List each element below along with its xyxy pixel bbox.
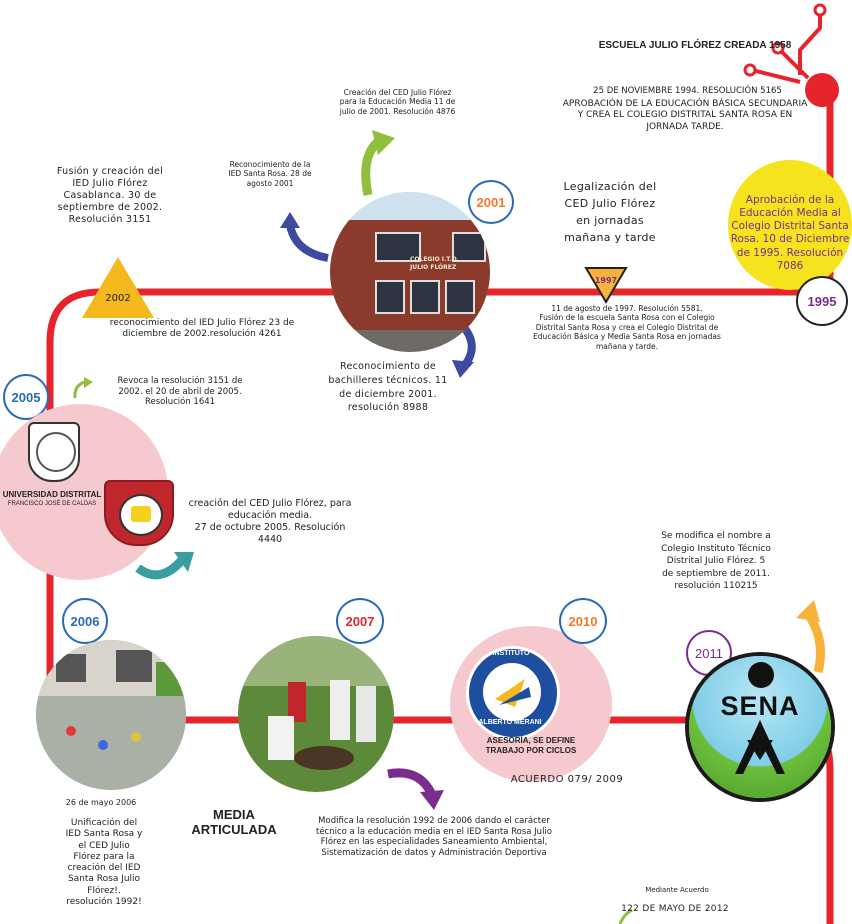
building-photo: COLEGIO I.T.D. JULIO FLÓREZ [330,192,490,352]
event-2005-revoke: Revoca la resolución 3151 de 2002. el 20… [117,376,243,408]
event-2005-creation: creación del CED Julio Flórez, para educ… [188,498,352,545]
year-badge-2006: 2006 [62,598,108,644]
event-2006-date: 26 de mayo 2006 [65,798,137,807]
event-2011-text: Se modifica el nombre a Colegio Institut… [661,531,771,592]
year-badge-2010: 2010 [559,598,607,644]
event-1997-legalization: Legalización del CED Julio Flórez en jor… [563,180,657,245]
event-2001-bachilleres: Reconocimiento de bachilleres técnicos. … [328,361,448,414]
event-2006-text: Unificación del IED Santa Rosa y el CED … [65,818,143,907]
sena-logo-icon: SENA [685,652,835,802]
circuit-node [743,63,757,77]
navy-arrow-icon [286,224,329,262]
circuit-node [813,3,827,17]
event-2002-recognition: reconocimiento del IED Julio Flórez 23 d… [109,318,295,340]
year-badge-1995: 1995 [796,276,848,326]
school-crest-icon [104,480,174,546]
merani-bottom-text: ALBERTO MERANI [478,719,542,726]
bottom-green-arrow-icon [618,908,633,924]
triangle-1997 [584,267,628,304]
purple-arrow-icon [387,768,437,798]
event-1994-date: 25 DE NOVIEMBRE 1994. RESOLUCIÓN 5165 [593,86,782,96]
event-2001-recognition: Reconocimiento de la IED Santa Rosa. 28 … [228,160,312,188]
year-label-1997: 1997 [594,276,618,285]
event-1997-text: 11 de agosto de 1997. Resolución 5581. F… [533,304,721,351]
event-2012-date: 122 DE MAYO DE 2012 [621,904,729,914]
event-2010-text: ASESORÍA, SE DEFINE TRABAJO POR CICLOS [485,736,577,755]
circuit-node [771,41,785,55]
circuit-decoration [751,12,822,84]
udistrital-crest-icon [28,422,80,482]
event-1995-text: Aprobación de la Educación Media al Cole… [730,194,850,272]
building-window [445,280,475,314]
small-green-arrow-icon [73,380,86,399]
merani-logo-icon [466,646,560,740]
udistrital-subtitle: FRANCISCO JOSÉ DE CALDAS [7,501,97,507]
school-title: ESCUELA JULIO FLÓREZ CREADA 1958 [598,40,792,51]
year-label-2002: 2002 [105,293,131,304]
event-2006-photo [36,640,186,790]
media-articulada-label: MEDIA ARTICULADA [191,807,277,837]
event-1995-circle [728,160,852,290]
teal-arrow-icon [135,556,186,580]
triangle-2002 [82,257,154,318]
building-sign: COLEGIO I.T.D. JULIO FLÓREZ [410,256,460,271]
sena-wordmark: SENA [720,691,800,721]
building-window [375,280,405,314]
building-sky [330,192,490,222]
building-window [452,232,486,262]
building-window [375,232,421,262]
year-badge-2001: 2001 [468,180,514,224]
event-2012-label: Mediante Acuerdo [645,886,709,894]
event-2002-fusion: Fusión y creación del IED Julio Flórez C… [56,166,164,225]
building-window [410,280,440,314]
event-2001-creation: Creación del CED Julio Flórez para la Ed… [339,88,456,116]
event-1994-text: APROBACIÓN DE LA EDUCACIÓN BÁSICA SECUND… [562,99,808,132]
event-2007-text: Modifica la resolución 1992 de 2006 dand… [316,816,552,858]
event-2010-agreement: ACUERDO 079/ 2009 [510,774,624,785]
udistrital-name: UNIVERSIDAD DISTRITAL [2,490,102,499]
building-ground [330,330,490,352]
merani-top-text: INSTITUTO [492,650,530,657]
event-2007-photo [238,636,394,792]
circuit-hub [805,73,839,107]
